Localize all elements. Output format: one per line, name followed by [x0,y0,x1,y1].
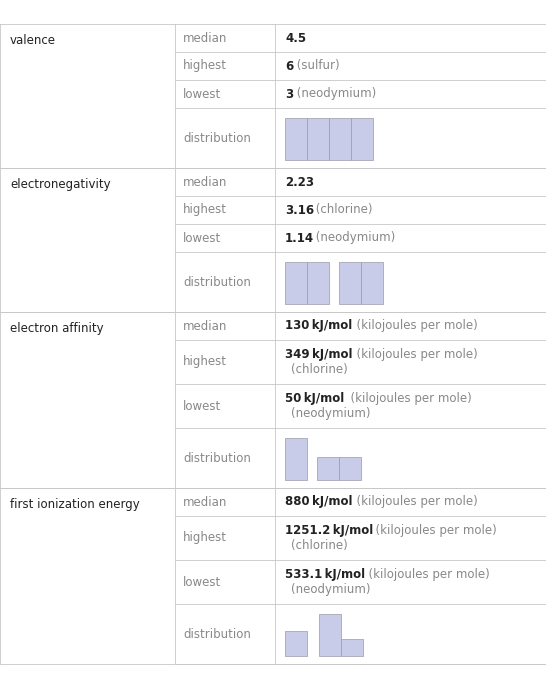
Text: (kilojoules per mole): (kilojoules per mole) [367,524,496,537]
Text: median: median [183,32,227,45]
Text: distribution: distribution [183,131,251,144]
Text: electronegativity: electronegativity [10,178,111,191]
Text: 533.1 kJ/mol: 533.1 kJ/mol [285,568,365,581]
Text: valence: valence [10,34,56,47]
Bar [341,639,363,656]
Text: (neodymium): (neodymium) [291,407,371,420]
Text: first ionization energy: first ionization energy [10,498,140,511]
Text: (neodymium): (neodymium) [291,583,371,596]
Text: (neodymium): (neodymium) [312,231,395,244]
Bar [307,262,329,304]
Text: lowest: lowest [183,400,221,413]
Bar [361,262,383,304]
Text: (kilojoules per mole): (kilojoules per mole) [343,392,472,405]
Text: 50 kJ/mol: 50 kJ/mol [285,392,344,405]
Bar [285,438,307,480]
Text: lowest: lowest [183,575,221,588]
Text: (neodymium): (neodymium) [293,87,376,100]
Bar [339,262,361,304]
Text: (sulfur): (sulfur) [293,59,340,72]
Text: (chlorine): (chlorine) [291,363,348,376]
Bar [339,457,361,480]
Text: highest: highest [183,356,227,369]
Text: 2.23: 2.23 [285,175,314,189]
Text: 880 kJ/mol: 880 kJ/mol [285,495,353,508]
Text: 130 kJ/mol: 130 kJ/mol [285,319,352,332]
Text: distribution: distribution [183,275,251,288]
Text: 1.14: 1.14 [285,231,314,244]
Text: median: median [183,495,227,508]
Text: distribution: distribution [183,451,251,464]
Text: median: median [183,319,227,332]
Text: 3.16: 3.16 [285,204,314,217]
Text: 1251.2 kJ/mol: 1251.2 kJ/mol [285,524,373,537]
Text: median: median [183,175,227,189]
Text: (kilojoules per mole): (kilojoules per mole) [361,568,490,581]
Bar [285,118,307,160]
Text: electron affinity: electron affinity [10,322,104,335]
Bar [285,631,307,656]
Bar [351,118,373,160]
Text: highest: highest [183,532,227,544]
Text: (chlorine): (chlorine) [291,539,348,552]
Text: (kilojoules per mole): (kilojoules per mole) [349,348,478,361]
Text: lowest: lowest [183,87,221,100]
Text: distribution: distribution [183,627,251,641]
Text: lowest: lowest [183,231,221,244]
Bar [317,457,339,480]
Bar [285,262,307,304]
Text: highest: highest [183,59,227,72]
Text: highest: highest [183,204,227,217]
Bar [319,614,341,656]
Bar [329,118,351,160]
Text: 4.5: 4.5 [285,32,306,45]
Text: (kilojoules per mole): (kilojoules per mole) [349,495,478,508]
Text: 3: 3 [285,87,293,100]
Text: 6: 6 [285,59,293,72]
Text: 349 kJ/mol: 349 kJ/mol [285,348,353,361]
Text: (chlorine): (chlorine) [312,204,372,217]
Text: (kilojoules per mole): (kilojoules per mole) [349,319,478,332]
Bar [307,118,329,160]
